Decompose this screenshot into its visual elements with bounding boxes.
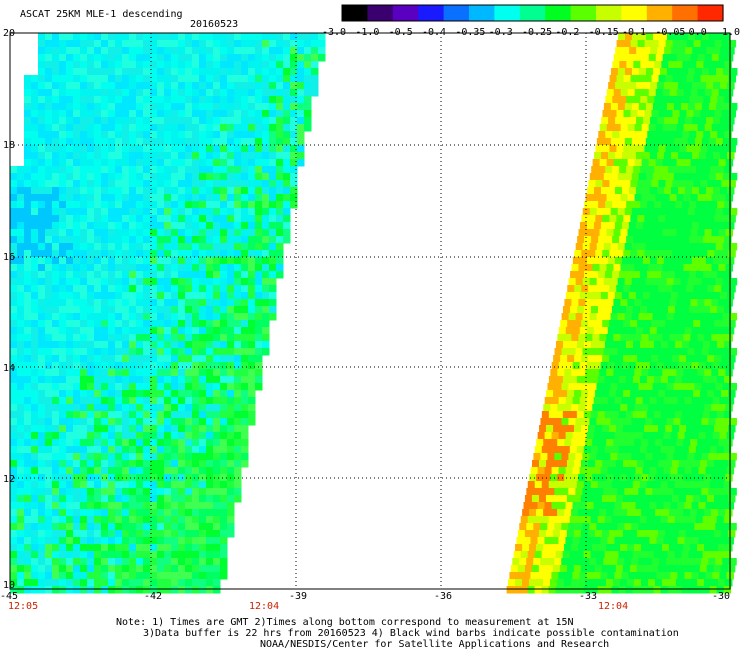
x-tick-36: -36 (434, 591, 453, 602)
map-title: ASCAT 25KM MLE-1 descending (20, 9, 183, 20)
colorbar-swatch (367, 5, 394, 21)
map-frame (9, 32, 731, 590)
time-label-3: 12:04 (598, 601, 629, 612)
colorbar-swatch (342, 5, 368, 21)
gridlines (10, 33, 730, 589)
colorbar-label: -0.1 (622, 27, 647, 38)
colorbar-swatch (392, 5, 419, 21)
colorbar-label: -0.15 (588, 27, 619, 38)
colorbar-label: -0.05 (655, 27, 686, 38)
swath-east (506, 33, 738, 594)
colorbar-swatch (519, 5, 546, 21)
colorbar-swatch (672, 5, 699, 21)
footnote-line-2: 3)Data buffer is 22 hrs from 20160523 4)… (143, 628, 679, 639)
footnote-line-3: NOAA/NESDIS/Center for Satellite Applica… (260, 639, 610, 650)
colorbar-swatch (570, 5, 597, 21)
map-date: 20160523 (190, 19, 239, 30)
colorbar-swatch (545, 5, 572, 21)
y-tick-12: 12 (3, 474, 16, 485)
colorbar-label: -0.25 (522, 27, 553, 38)
colorbar-swatch (494, 5, 521, 21)
colorbar (341, 4, 724, 22)
colorbar-swatch (697, 5, 724, 21)
y-tick-10: 10 (3, 580, 16, 591)
colorbar-swatch (418, 5, 445, 21)
y-tick-14: 14 (3, 363, 16, 374)
x-tick-33: -33 (579, 591, 598, 602)
swath-west (10, 33, 326, 594)
x-tick-42: -42 (144, 591, 163, 602)
colorbar-swatch (469, 5, 495, 21)
x-tick-30: -30 (712, 591, 731, 602)
colorbar-label: -3.0 (322, 27, 347, 38)
x-tick-39: -39 (289, 591, 308, 602)
colorbar-label: 1.0 (722, 27, 740, 38)
footnote-line-1: Note: 1) Times are GMT 2)Times along bot… (116, 617, 574, 628)
colorbar-swatch (646, 5, 673, 21)
y-tick-20: 20 (3, 28, 16, 39)
colorbar-label: -0.3 (488, 27, 513, 38)
time-label-2: 12:04 (249, 601, 280, 612)
y-tick-18: 18 (3, 140, 16, 151)
colorbar-label: -0.2 (555, 27, 580, 38)
colorbar-label: -0.4 (422, 27, 447, 38)
colorbar-label: -0.35 (455, 27, 486, 38)
x-tick-45: -45 (0, 591, 19, 602)
colorbar-swatch (621, 5, 648, 21)
colorbar-swatch (443, 5, 470, 21)
colorbar-label: -0.5 (388, 27, 413, 38)
colorbar-label: 0.0 (688, 27, 707, 38)
colorbar-swatch (596, 5, 622, 21)
colorbar-label: -1.0 (355, 27, 380, 38)
time-label-1: 12:05 (8, 601, 39, 612)
colorbar-frame (341, 4, 724, 22)
y-tick-16: 16 (3, 252, 16, 263)
